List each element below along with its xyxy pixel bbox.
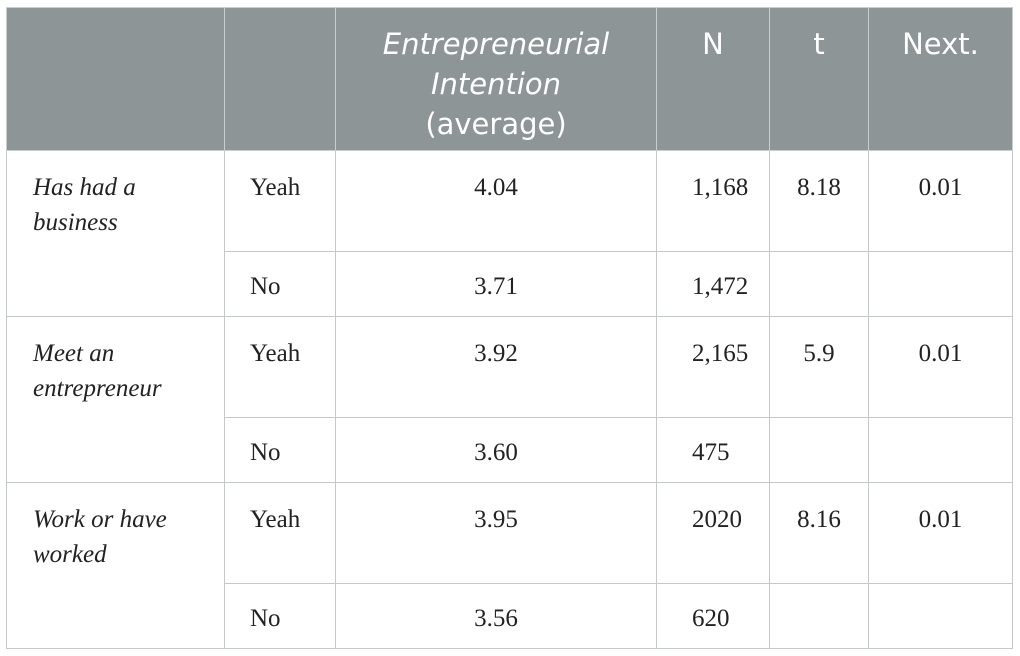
next-cell: 0.01 [868, 150, 1013, 252]
header-t: t [769, 7, 869, 151]
header-next: Next. [868, 7, 1013, 151]
t-cell [769, 251, 869, 317]
response-cell: No [224, 251, 336, 317]
n-cell: 620 [656, 583, 770, 649]
next-cell: 0.01 [868, 482, 1013, 584]
header-response [224, 7, 336, 151]
table-row: Meet an entrepreneur Yeah 3.92 2,165 5.9… [6, 316, 1013, 483]
response-cell: Yeah [224, 150, 336, 252]
table-row: Work or have worked Yeah 3.95 2020 8.16 … [6, 482, 1013, 649]
n-cell: 475 [656, 417, 770, 483]
next-cell [868, 417, 1013, 483]
t-cell [769, 583, 869, 649]
average-cell: 3.71 [335, 251, 657, 317]
group-label: Has had a business [6, 150, 225, 317]
group-label: Work or have worked [6, 482, 225, 649]
header-row: Entrepreneurial Intention (average) N t … [6, 7, 1013, 151]
average-cell: 4.04 [335, 150, 657, 252]
group-label: Meet an entrepreneur [6, 316, 225, 483]
table-row: No 3.56 620 [7, 583, 1013, 649]
response-cell: Yeah [224, 482, 336, 584]
n-cell: 1,472 [656, 251, 770, 317]
t-cell: 8.16 [769, 482, 869, 584]
table-row: Has had a business Yeah 4.04 1,168 8.18 … [6, 150, 1013, 317]
next-cell [868, 251, 1013, 317]
n-cell: 2,165 [656, 316, 770, 418]
header-entrepreneurial-intention: Entrepreneurial Intention (average) [335, 7, 657, 151]
next-cell: 0.01 [868, 316, 1013, 418]
average-cell: 3.92 [335, 316, 657, 418]
t-cell: 5.9 [769, 316, 869, 418]
header-average-label: (average) [425, 107, 567, 141]
response-cell: No [224, 417, 336, 483]
average-cell: 3.56 [335, 583, 657, 649]
header-entrepreneurial-intention-label: Entrepreneurial Intention [382, 27, 610, 101]
next-cell [868, 583, 1013, 649]
response-cell: Yeah [224, 316, 336, 418]
n-cell: 1,168 [656, 150, 770, 252]
n-cell: 2020 [656, 482, 770, 584]
header-group [6, 7, 225, 151]
header-n: N [656, 7, 770, 151]
t-cell [769, 417, 869, 483]
results-table: Entrepreneurial Intention (average) N t … [6, 7, 1013, 649]
t-cell: 8.18 [769, 150, 869, 252]
response-cell: No [224, 583, 336, 649]
average-cell: 3.95 [335, 482, 657, 584]
average-cell: 3.60 [335, 417, 657, 483]
